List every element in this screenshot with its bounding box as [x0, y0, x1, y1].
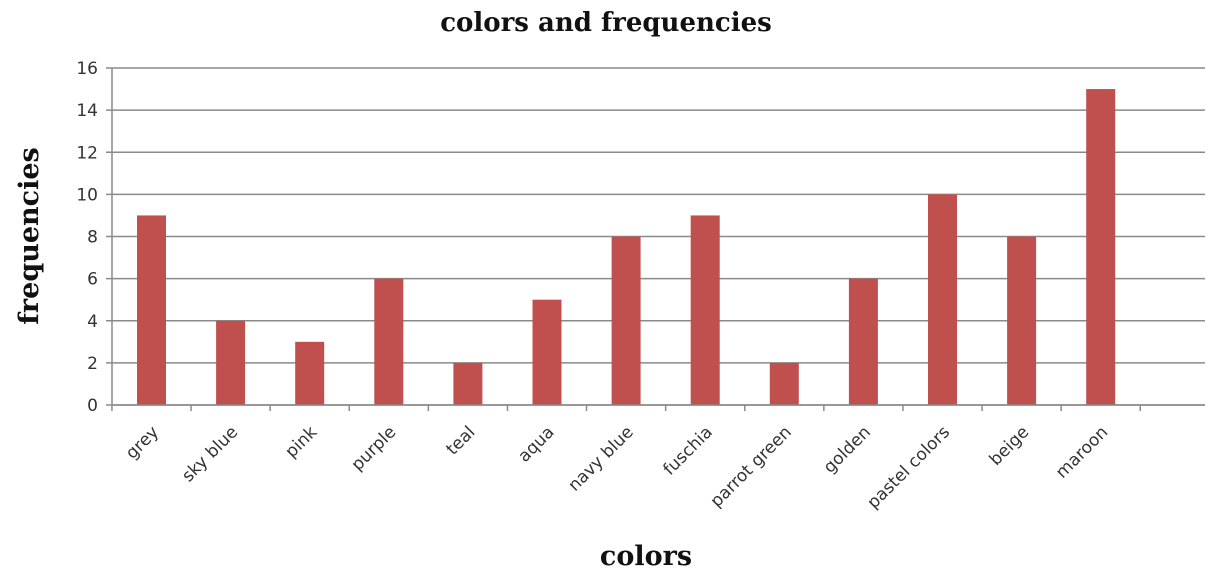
bar-sky-blue — [216, 320, 246, 405]
gridlines — [112, 67, 1205, 406]
bar-aqua — [532, 299, 562, 405]
y-tick-label: 0 — [87, 396, 98, 416]
y-tick-label: 14 — [76, 101, 98, 121]
x-tick-label: sky blue — [178, 422, 242, 486]
y-axis-ticks: 0 2 4 6 8 10 12 14 16 — [76, 59, 112, 416]
bar-fuschia — [690, 215, 720, 405]
y-tick-label: 6 — [87, 270, 98, 290]
bar-pastel-colors — [928, 194, 957, 405]
y-tick-label: 16 — [76, 59, 98, 79]
x-tick-label: beige — [986, 422, 1034, 470]
x-tick-label: golden — [820, 422, 875, 477]
bar-parrot-green — [769, 362, 799, 405]
x-axis-title: colors — [600, 541, 692, 571]
y-tick-label: 8 — [87, 228, 98, 248]
bar-grey — [137, 215, 166, 405]
bar-navy-blue — [611, 236, 641, 405]
bar-pink — [295, 341, 325, 405]
bar-beige — [1007, 236, 1037, 405]
x-tick-label: fuschia — [660, 422, 717, 479]
x-tick-label: aqua — [514, 422, 558, 466]
x-tick-label: parrot green — [707, 422, 796, 511]
bars — [137, 89, 1116, 405]
y-tick-label: 12 — [76, 143, 98, 163]
y-tick-label: 2 — [87, 354, 98, 374]
x-axis-ticks: grey sky blue pink purple teal aqua navy blue f… — [111, 405, 1141, 513]
x-tick-label: grey — [122, 422, 163, 463]
x-tick-label: pastel colors — [863, 422, 954, 513]
x-tick-label: purple — [348, 422, 401, 475]
bar-golden — [848, 278, 878, 405]
x-tick-label: teal — [442, 422, 479, 459]
y-tick-label: 10 — [76, 185, 98, 205]
x-tick-label: maroon — [1052, 422, 1112, 482]
chart-title: colors and frequencies — [440, 8, 772, 38]
bar-teal — [453, 362, 483, 405]
x-tick-label: navy blue — [564, 422, 637, 495]
bar-purple — [374, 278, 404, 405]
x-tick-label: pink — [282, 422, 322, 462]
y-tick-label: 4 — [87, 312, 98, 332]
y-axis-title: frequencies — [14, 147, 45, 324]
bar-maroon — [1086, 89, 1116, 405]
